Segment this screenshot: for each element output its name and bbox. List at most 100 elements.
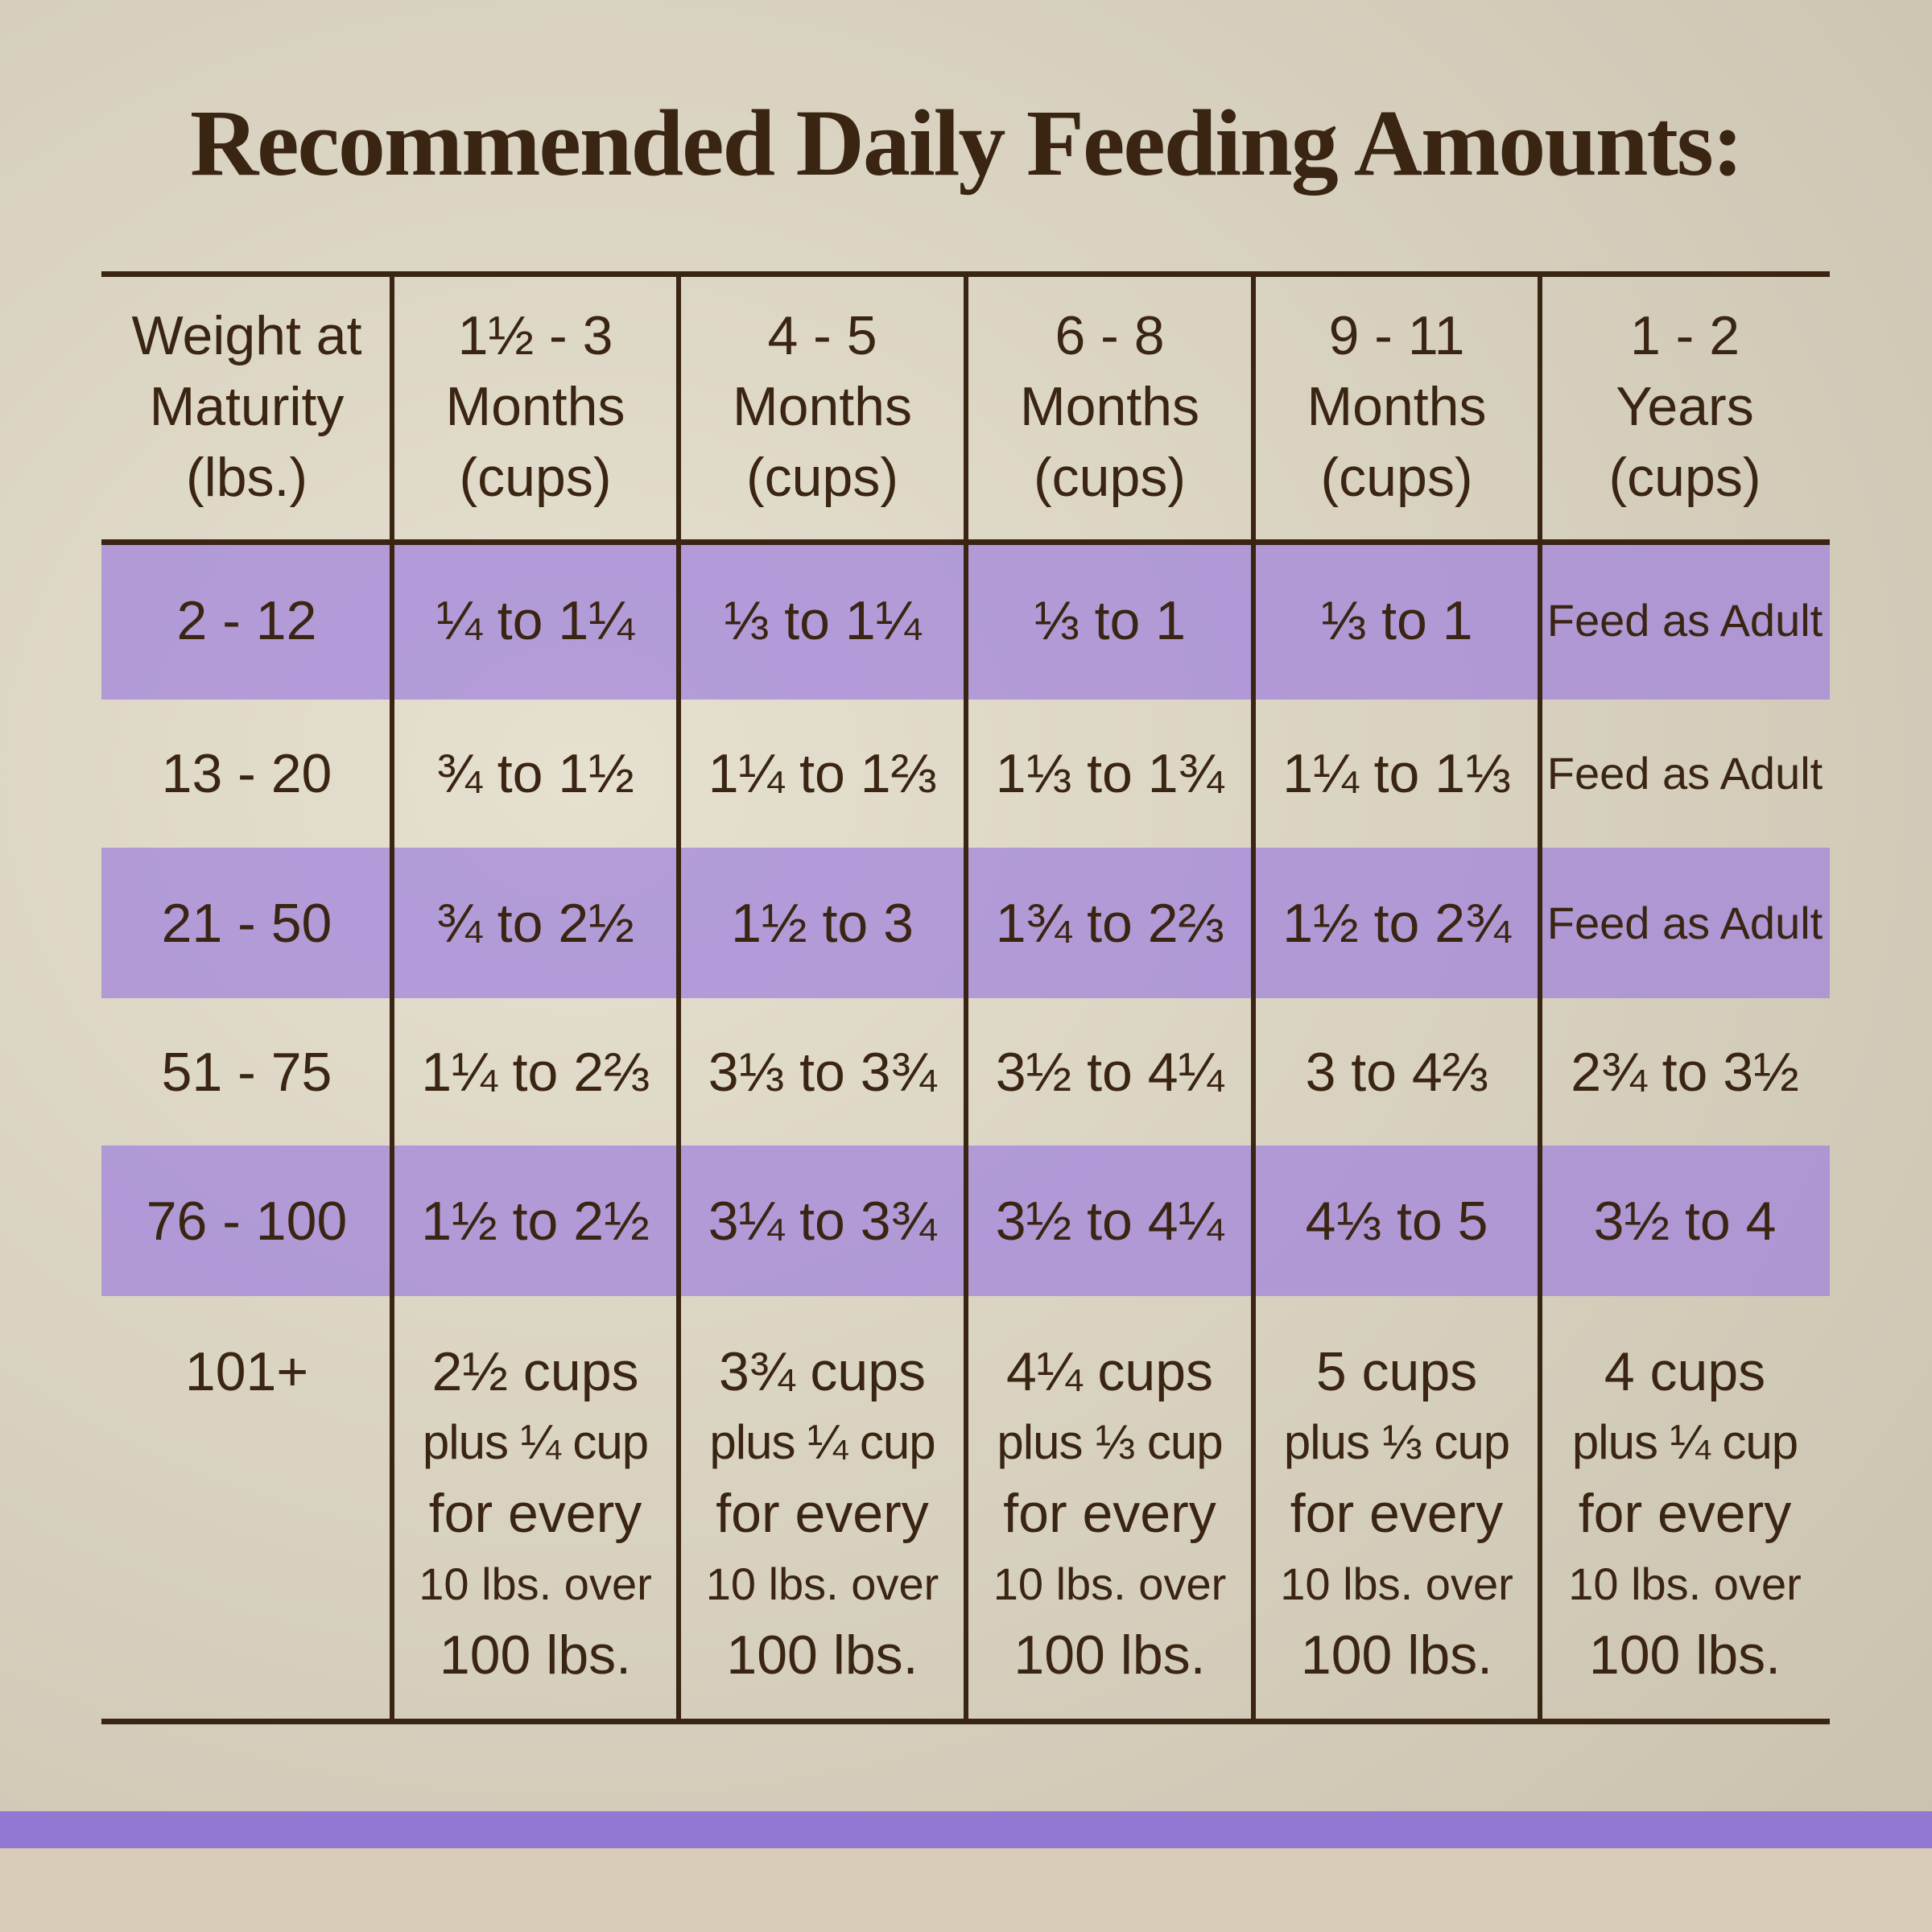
cell-text: (lbs.) (185, 447, 308, 508)
cell-text: for every (1578, 1483, 1792, 1544)
cell-text: Feed as Adult (1546, 748, 1823, 799)
cell-text: plus ⅓ cup (1283, 1415, 1510, 1469)
cell-text: Feed as Adult (1546, 897, 1823, 948)
table-cell: 1½ to 2¾ (1253, 848, 1540, 998)
cell-text: plus ⅓ cup (997, 1415, 1223, 1469)
table-cell: 1¼ to 1⅓ (1253, 700, 1540, 848)
cell-text: 1¾ to 2⅔ (995, 892, 1224, 954)
table-cell: 1½ to 3 (679, 848, 966, 998)
table-cell: 21 - 50 (101, 848, 392, 998)
cell-text: Maturity (149, 376, 345, 437)
table-cell: ⅓ to 1 (1253, 542, 1540, 700)
cell-text: for every (716, 1483, 929, 1544)
table-cell: 1¾ to 2⅔ (966, 848, 1253, 998)
table-cell: 1¼ to 1⅔ (679, 700, 966, 848)
cell-text: 10 lbs. over (419, 1558, 652, 1609)
cell-text: for every (428, 1483, 642, 1544)
cell-text: 10 lbs. over (705, 1558, 939, 1609)
cell-text: plus ¼ cup (422, 1415, 649, 1469)
cell-text: 10 lbs. over (1280, 1558, 1513, 1609)
table-cell: 1½ to 2½ (392, 1146, 679, 1296)
table-cell: 101+ (101, 1296, 392, 1721)
cell-text: 51 - 75 (161, 1041, 332, 1103)
cell-text: (cups) (1034, 447, 1186, 508)
cell-text: Months (1307, 376, 1487, 437)
cell-text: 9 - 11 (1328, 305, 1465, 366)
table-cell: 3¾ cups plus ¼ cup for every 10 lbs. over 10… (679, 1296, 966, 1721)
table-cell: 3½ to 4¼ (966, 998, 1253, 1146)
cell-text: Weight at (131, 305, 362, 366)
cell-text: for every (1290, 1483, 1504, 1544)
cell-text: 13 - 20 (161, 743, 332, 804)
table-cell: 6 - 8 Months (cups) (966, 271, 1253, 542)
cell-text: 3½ to 4¼ (995, 1041, 1224, 1103)
cell-text: 100 lbs. (1588, 1624, 1781, 1686)
cell-text: 3¾ cups (718, 1341, 927, 1402)
cell-text: 1⅓ to 1¾ (995, 743, 1224, 804)
cell-text: 5 cups (1315, 1341, 1478, 1402)
table-cell: 1⅓ to 1¾ (966, 700, 1253, 848)
cell-text: 101+ (184, 1341, 309, 1402)
table-cell: 2¾ to 3½ (1540, 998, 1830, 1146)
table-cell: 13 - 20 (101, 700, 392, 848)
cell-text: 4 - 5 (767, 305, 877, 366)
table-cell: 76 - 100 (101, 1146, 392, 1296)
cell-text: 100 lbs. (1013, 1624, 1206, 1686)
cell-text: 3⅓ to 3¾ (708, 1041, 937, 1103)
table-cell: ¾ to 1½ (392, 700, 679, 848)
column-rule (1538, 271, 1542, 1721)
table-cell: 2½ cups plus ¼ cup for every 10 lbs. over 10… (392, 1296, 679, 1721)
table-cell: Feed as Adult (1540, 542, 1830, 700)
table-cell: ¼ to 1¼ (392, 542, 679, 700)
cell-text: 1¼ to 2⅔ (421, 1041, 650, 1103)
cell-text: 1½ to 2½ (421, 1190, 650, 1252)
table-cell: 5 cups plus ⅓ cup for every 10 lbs. over 100… (1253, 1296, 1540, 1721)
cell-text: 4¼ cups (1005, 1341, 1214, 1402)
table-cell: 2 - 12 (101, 542, 392, 700)
table-cell: 3½ to 4¼ (966, 1146, 1253, 1296)
table-cell: 3½ to 4 (1540, 1146, 1830, 1296)
table-cell: Feed as Adult (1540, 848, 1830, 998)
table-cell: Feed as Adult (1540, 700, 1830, 848)
cell-text: ¼ to 1¼ (436, 590, 634, 651)
table-cell: ⅓ to 1 (966, 542, 1253, 700)
column-rule (1251, 271, 1256, 1721)
cell-text: 76 - 100 (146, 1190, 348, 1252)
cell-text: 1 - 2 (1629, 305, 1740, 366)
cell-text: (cups) (1320, 447, 1473, 508)
table-cell: ⅓ to 1¼ (679, 542, 966, 700)
table-cell: 4 cups plus ¼ cup for every 10 lbs. over 100… (1540, 1296, 1830, 1721)
cell-text: ¾ to 2½ (436, 892, 634, 954)
cell-text: ¾ to 1½ (436, 743, 634, 804)
cell-text: ⅓ to 1 (1320, 590, 1473, 651)
cell-text: (cups) (1608, 447, 1761, 508)
table-cell: Weight at Maturity (lbs.) (101, 271, 392, 542)
cell-text: plus ¼ cup (709, 1415, 935, 1469)
table-cell: 1½ - 3 Months (cups) (392, 271, 679, 542)
cell-text: 2¾ to 3½ (1571, 1041, 1799, 1103)
cell-text: 1¼ to 1⅓ (1282, 743, 1511, 804)
footer-stripe (0, 1811, 1932, 1848)
table-cell: 3 to 4⅔ (1253, 998, 1540, 1146)
cell-text: 1½ to 2¾ (1282, 892, 1511, 954)
cell-text: Months (445, 376, 625, 437)
cell-text: (cups) (746, 447, 898, 508)
cell-text: 1¼ to 1⅔ (708, 743, 937, 804)
table-cell: 4¼ cups plus ⅓ cup for every 10 lbs. over 10… (966, 1296, 1253, 1721)
cell-text: 4 cups (1604, 1341, 1766, 1402)
cell-text: 100 lbs. (439, 1624, 632, 1686)
cell-text: 21 - 50 (161, 892, 332, 954)
table-cell: 1 - 2 Years (cups) (1540, 271, 1830, 542)
cell-text: 100 lbs. (1300, 1624, 1493, 1686)
cell-text: for every (1003, 1483, 1216, 1544)
cell-text: plus ¼ cup (1571, 1415, 1798, 1469)
cell-text: 4⅓ to 5 (1305, 1190, 1488, 1252)
table-cell: 9 - 11 Months (cups) (1253, 271, 1540, 542)
table-cell: 51 - 75 (101, 998, 392, 1146)
table-cell: 4⅓ to 5 (1253, 1146, 1540, 1296)
cell-text: 1½ - 3 (457, 305, 613, 366)
cell-text: ⅓ to 1¼ (723, 590, 922, 651)
table-cell: 3⅓ to 3¾ (679, 998, 966, 1146)
cell-text: 1½ to 3 (731, 892, 914, 954)
